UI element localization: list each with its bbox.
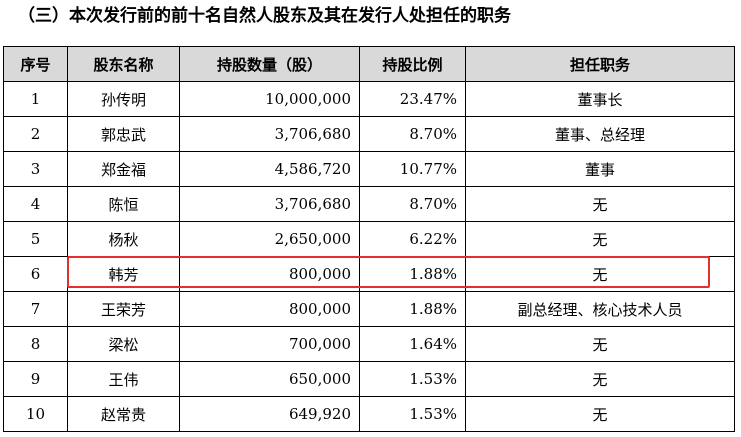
row-no: 6 bbox=[3, 256, 68, 292]
row-no: 4 bbox=[3, 186, 68, 222]
row-name: 郭忠武 bbox=[67, 116, 180, 152]
row-position: 无 bbox=[465, 221, 735, 257]
row-ratio: 1.53% bbox=[359, 396, 466, 432]
row-position: 董事、总经理 bbox=[465, 116, 735, 152]
header-ratio: 持股比例 bbox=[359, 46, 466, 82]
row-shares: 2,650,000 bbox=[179, 221, 360, 257]
row-no: 9 bbox=[3, 361, 68, 397]
row-position: 无 bbox=[465, 256, 735, 292]
row-shares: 800,000 bbox=[179, 256, 360, 292]
row-shares: 800,000 bbox=[179, 291, 360, 327]
row-name: 王荣芳 bbox=[67, 291, 180, 327]
row-ratio: 8.70% bbox=[359, 186, 466, 222]
row-no: 1 bbox=[3, 81, 68, 117]
row-position: 无 bbox=[465, 396, 735, 432]
row-position: 无 bbox=[465, 361, 735, 397]
table-row: 2 郭忠武 3,706,680 8.70% 董事、总经理 bbox=[3, 116, 735, 152]
table-row: 4 陈恒 3,706,680 8.70% 无 bbox=[3, 186, 735, 222]
row-name: 王伟 bbox=[67, 361, 180, 397]
row-ratio: 10.77% bbox=[359, 151, 466, 187]
row-position: 副总经理、核心技术人员 bbox=[465, 291, 735, 327]
row-no: 10 bbox=[3, 396, 68, 432]
table-row: 7 王荣芳 800,000 1.88% 副总经理、核心技术人员 bbox=[3, 291, 735, 327]
row-name: 陈恒 bbox=[67, 186, 180, 222]
row-name: 孙传明 bbox=[67, 81, 180, 117]
row-no: 8 bbox=[3, 326, 68, 362]
row-ratio: 1.88% bbox=[359, 291, 466, 327]
row-position: 无 bbox=[465, 186, 735, 222]
section-title: （三）本次发行前的前十名自然人股东及其在发行人处担任的职务 bbox=[18, 6, 511, 26]
row-shares: 650,000 bbox=[179, 361, 360, 397]
table-header-row: 序号 股东名称 持股数量（股） 持股比例 担任职务 bbox=[3, 46, 735, 82]
row-name: 梁松 bbox=[67, 326, 180, 362]
header-name: 股东名称 bbox=[67, 46, 180, 82]
row-shares: 10,000,000 bbox=[179, 81, 360, 117]
row-position: 董事 bbox=[465, 151, 735, 187]
row-ratio: 1.88% bbox=[359, 256, 466, 292]
row-no: 7 bbox=[3, 291, 68, 327]
row-no: 3 bbox=[3, 151, 68, 187]
row-no: 5 bbox=[3, 221, 68, 257]
row-ratio: 8.70% bbox=[359, 116, 466, 152]
table-row: 1 孙传明 10,000,000 23.47% 董事长 bbox=[3, 81, 735, 117]
header-no: 序号 bbox=[3, 46, 68, 82]
table-row: 8 梁松 700,000 1.64% 无 bbox=[3, 326, 735, 362]
row-name: 赵常贵 bbox=[67, 396, 180, 432]
table-row: 9 王伟 650,000 1.53% 无 bbox=[3, 361, 735, 397]
row-ratio: 6.22% bbox=[359, 221, 466, 257]
row-ratio: 23.47% bbox=[359, 81, 466, 117]
row-position: 董事长 bbox=[465, 81, 735, 117]
row-shares: 4,586,720 bbox=[179, 151, 360, 187]
row-name: 杨秋 bbox=[67, 221, 180, 257]
header-position: 担任职务 bbox=[465, 46, 735, 82]
row-ratio: 1.64% bbox=[359, 326, 466, 362]
row-shares: 649,920 bbox=[179, 396, 360, 432]
row-shares: 3,706,680 bbox=[179, 186, 360, 222]
table-row: 10 赵常贵 649,920 1.53% 无 bbox=[3, 396, 735, 432]
shareholders-table: 序号 股东名称 持股数量（股） 持股比例 担任职务 1 孙传明 10,000,0… bbox=[3, 46, 735, 432]
row-shares: 3,706,680 bbox=[179, 116, 360, 152]
row-ratio: 1.53% bbox=[359, 361, 466, 397]
header-shares: 持股数量（股） bbox=[179, 46, 360, 82]
table-row: 3 郑金福 4,586,720 10.77% 董事 bbox=[3, 151, 735, 187]
row-position: 无 bbox=[465, 326, 735, 362]
row-no: 2 bbox=[3, 116, 68, 152]
row-name: 郑金福 bbox=[67, 151, 180, 187]
row-name: 韩芳 bbox=[67, 256, 180, 292]
table-row-highlighted: 6 韩芳 800,000 1.88% 无 bbox=[3, 256, 735, 292]
table-row: 5 杨秋 2,650,000 6.22% 无 bbox=[3, 221, 735, 257]
row-shares: 700,000 bbox=[179, 326, 360, 362]
